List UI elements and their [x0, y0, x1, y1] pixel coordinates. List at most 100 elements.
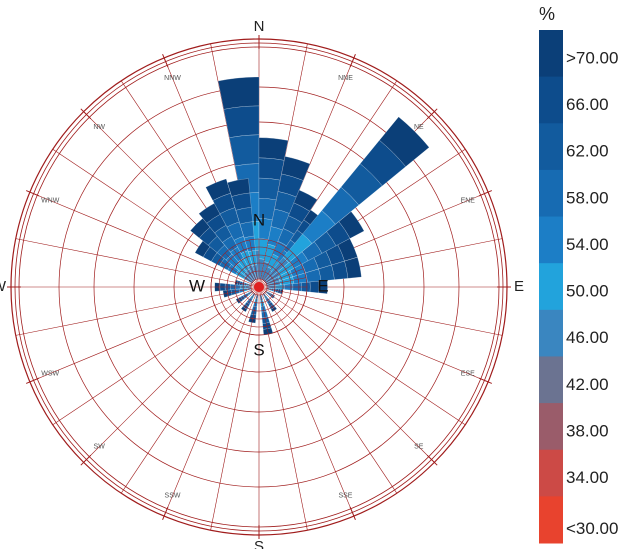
compass-tick [478, 377, 493, 384]
center-grid [210, 238, 308, 336]
direction-label-wnw: WNW [41, 197, 60, 204]
legend-swatch [539, 449, 563, 497]
legend-label: 62.00 [566, 142, 609, 161]
compass-tick [349, 53, 356, 68]
center-spoke [258, 239, 269, 288]
grid-spoke [52, 148, 220, 261]
center-spoke [232, 246, 260, 288]
petal-segment [258, 157, 285, 181]
inner-label-n: N [253, 210, 265, 229]
direction-label-sse: SSE [338, 493, 352, 500]
petal-segment [379, 116, 430, 167]
center-dot [254, 282, 264, 292]
center-spoke [258, 252, 294, 288]
grid-spoke [306, 296, 503, 336]
center-spoke [240, 242, 260, 288]
petal-segment [281, 156, 311, 181]
compass-tick [162, 506, 169, 521]
direction-label-nw: NW [93, 124, 105, 131]
center-spoke [240, 286, 260, 332]
center-spoke [218, 286, 260, 314]
grid-spoke [303, 305, 489, 383]
legend-title: % [539, 4, 555, 24]
center-spoke [258, 286, 307, 297]
center-spoke [258, 286, 286, 328]
legend-label: <30.00 [566, 519, 618, 538]
grid-spoke [210, 334, 250, 531]
center-spoke [258, 286, 269, 335]
legend-label: 34.00 [566, 468, 609, 487]
legend-swatch [539, 309, 563, 357]
grid-spoke [163, 331, 241, 517]
center-spoke [214, 268, 260, 288]
grid-spoke [15, 238, 212, 278]
center-spoke [258, 286, 294, 322]
legend-swatch [539, 496, 563, 544]
inner-label-w: W [189, 276, 205, 295]
direction-label-ne: NE [414, 124, 424, 131]
compass-tick [25, 377, 40, 384]
center-spoke [258, 242, 278, 288]
compass-tick [478, 190, 493, 197]
petal-segment [318, 280, 328, 294]
legend-swatch [539, 30, 563, 78]
grid-spoke [29, 305, 215, 383]
direction-label-nne: NNE [338, 75, 353, 82]
compass-tick [25, 190, 40, 197]
petal-segment [223, 105, 260, 138]
legend-label: 50.00 [566, 282, 609, 301]
compass-tick [80, 108, 92, 120]
center-spoke [224, 286, 260, 322]
grid-spoke [285, 326, 398, 494]
center-spoke [211, 286, 260, 297]
petal-segment [344, 257, 362, 279]
petals [190, 76, 430, 336]
legend-label: 66.00 [566, 95, 609, 114]
legend-swatch [539, 356, 563, 404]
legend-label: >70.00 [566, 48, 618, 67]
center-spoke [214, 286, 260, 306]
inner-label-e: E [317, 276, 328, 295]
color-legend: % >70.00 66.00 62.00 58.00 54.00 50.00 46.00 42… [539, 4, 618, 544]
grid-spoke [29, 191, 215, 269]
direction-label-n: N [254, 18, 265, 35]
direction-label-s: S [254, 538, 264, 549]
direction-label-nnw: NNW [164, 75, 181, 82]
center-spoke [258, 246, 286, 288]
grid-spoke [298, 313, 466, 426]
direction-label-sw: SW [94, 444, 106, 451]
legend-label: 46.00 [566, 328, 609, 347]
center-spoke [249, 239, 260, 288]
compass-tick [426, 454, 438, 466]
legend-swatch [539, 403, 563, 451]
direction-label-e: E [514, 278, 524, 295]
center-spoke [258, 268, 304, 288]
legend-swatch [539, 169, 563, 218]
direction-label-w: W [0, 278, 7, 295]
center-spoke [258, 260, 300, 288]
center-spoke [211, 277, 260, 288]
center-spoke [232, 286, 260, 328]
center-spoke [258, 277, 307, 288]
legend-swatch [539, 263, 563, 311]
legend-label: 58.00 [566, 188, 609, 207]
center-spoke [249, 286, 260, 335]
direction-label-ssw: SSW [165, 493, 181, 500]
center-spoke [258, 286, 304, 306]
direction-label-ese: ESE [461, 370, 475, 377]
center-spoke [258, 286, 300, 314]
legend-label: 42.00 [566, 375, 609, 394]
legend-swatch [539, 216, 563, 264]
compass-tick [349, 506, 356, 521]
petal-segment [227, 178, 250, 197]
grid-spoke [52, 313, 220, 426]
compass-tick [162, 53, 169, 68]
direction-label-ene: ENE [461, 197, 476, 204]
legend-label: 54.00 [566, 235, 609, 254]
petal-segment [258, 137, 289, 161]
legend-swatch [539, 76, 563, 124]
grid-spoke [268, 334, 308, 531]
direction-label-se: SE [414, 444, 424, 451]
center-spoke [258, 286, 278, 332]
